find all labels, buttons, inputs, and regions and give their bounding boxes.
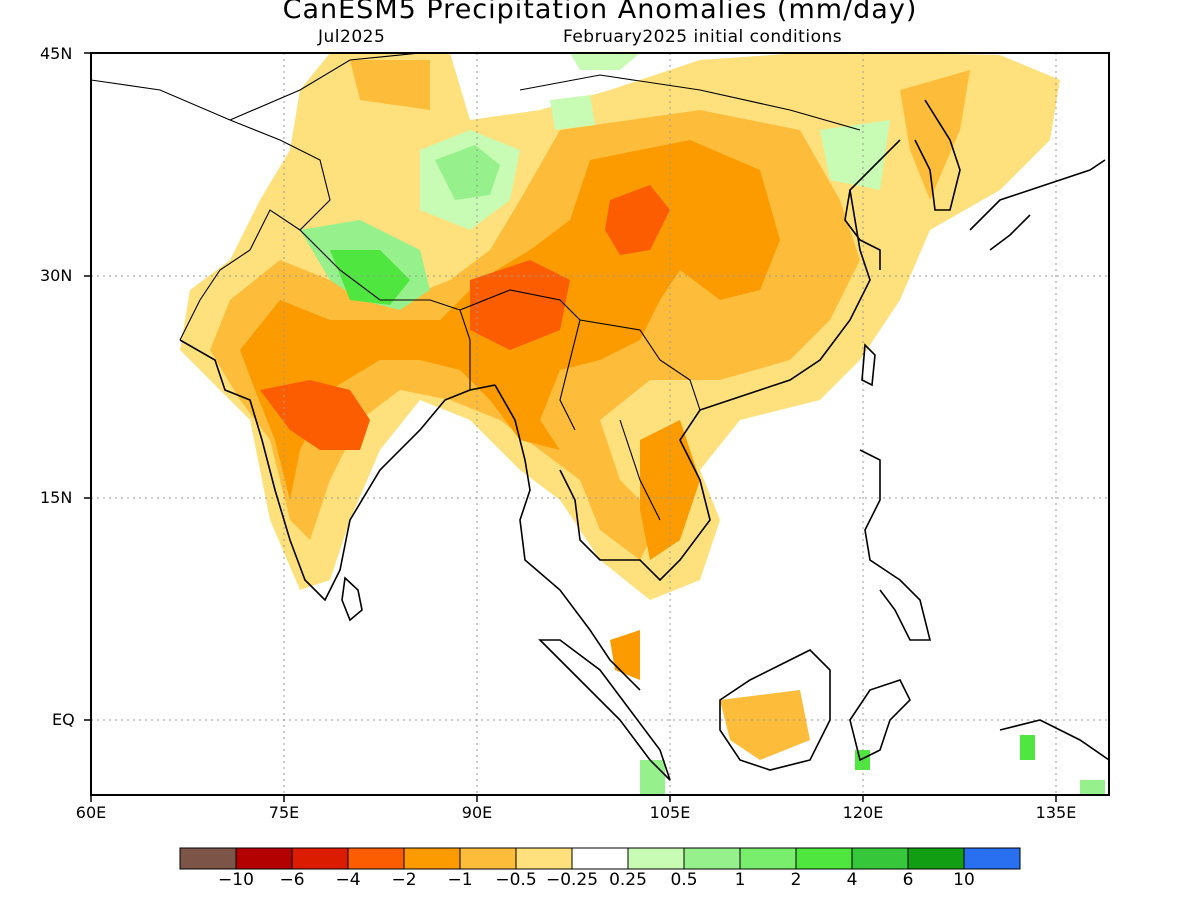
lat-label-eq: EQ: [52, 710, 75, 729]
colorbar-label: 6: [902, 870, 914, 890]
colorbar-box: [739, 847, 797, 870]
coastline-india: [179, 339, 496, 602]
coastline-srilanka: [341, 576, 363, 622]
map-frame: [90, 52, 1110, 796]
wet-core-himalaya: [330, 250, 410, 305]
coastline-celebes: [849, 679, 911, 762]
coastline-borneo: [719, 649, 831, 771]
colorbar-box: [291, 847, 349, 870]
colorbar-box: [795, 847, 853, 870]
colorbar-label: −0.25: [545, 870, 599, 890]
axis-ticks: [84, 52, 1057, 802]
colorbar-label: −2: [391, 870, 417, 890]
colorbar-label: −6: [279, 870, 305, 890]
gridlines: [91, 53, 1109, 795]
colorbar-box: [403, 847, 461, 870]
wet-patch-java: [640, 760, 1105, 795]
dry-core-china: [605, 185, 670, 255]
country-borders: [91, 53, 861, 521]
coastline-indochina: [494, 139, 901, 691]
lon-label-105e: 105E: [649, 803, 691, 822]
colorbar: [179, 847, 1021, 870]
colorbar-box: [459, 847, 517, 870]
anomaly-fields: [180, 53, 1105, 795]
colorbar-box: [683, 847, 741, 870]
colorbar-label: 10: [953, 870, 975, 890]
colorbar-label: 2: [790, 870, 802, 890]
colorbar-label: −1: [447, 870, 473, 890]
coastline-sumatra: [538, 639, 671, 781]
lon-label-90e: 90E: [461, 803, 493, 822]
colorbar-label: −10: [218, 870, 254, 890]
wet-core-central-asia: [435, 145, 500, 200]
dry-patch-borneo: [720, 690, 810, 760]
colorbar-label: −0.5: [495, 870, 537, 890]
coastline-newguinea: [999, 719, 1109, 761]
colorbar-label: 1: [734, 870, 746, 890]
colorbar-box: [851, 847, 909, 870]
lon-label-120e: 120E: [842, 803, 884, 822]
chart-title: CanESM5 Precipitation Anomalies (mm/day): [282, 0, 918, 25]
colorbar-label: 4: [846, 870, 858, 890]
wet-region-central-asia: [420, 53, 890, 230]
coastlines: [179, 99, 1109, 781]
colorbar-box: [963, 847, 1021, 870]
colorbar-box: [179, 847, 237, 870]
colorbar-box: [235, 847, 293, 870]
colorbar-box: [907, 847, 965, 870]
colorbar-box: [515, 847, 573, 870]
colorbar-label: 0.5: [670, 870, 698, 890]
lon-label-75e: 75E: [268, 803, 300, 822]
coastline-taiwan: [861, 343, 876, 387]
lon-label-60e: 60E: [75, 803, 107, 822]
coastline-philippines: [859, 449, 932, 641]
lon-label-135e: 135E: [1035, 803, 1077, 822]
lat-label-30n: 30N: [40, 266, 73, 285]
wet-patch-celebes: [855, 735, 1035, 770]
valid-month: Jul2025: [318, 27, 386, 47]
coastline-korea-japan: [914, 99, 1106, 251]
dry-core-tibet: [470, 260, 570, 350]
colorbar-label: 0.25: [609, 870, 647, 890]
coastline-bohai: [844, 189, 881, 270]
dry-core-india: [260, 380, 370, 450]
init-conditions: February2025 initial conditions: [563, 27, 843, 47]
lat-label-15n: 15N: [40, 488, 73, 507]
dry-patch-sumatra: [610, 630, 640, 680]
colorbar-box: [627, 847, 685, 870]
colorbar-label: −4: [335, 870, 361, 890]
lat-label-45n: 45N: [40, 44, 73, 63]
colorbar-box: [571, 847, 629, 870]
colorbar-box: [347, 847, 405, 870]
